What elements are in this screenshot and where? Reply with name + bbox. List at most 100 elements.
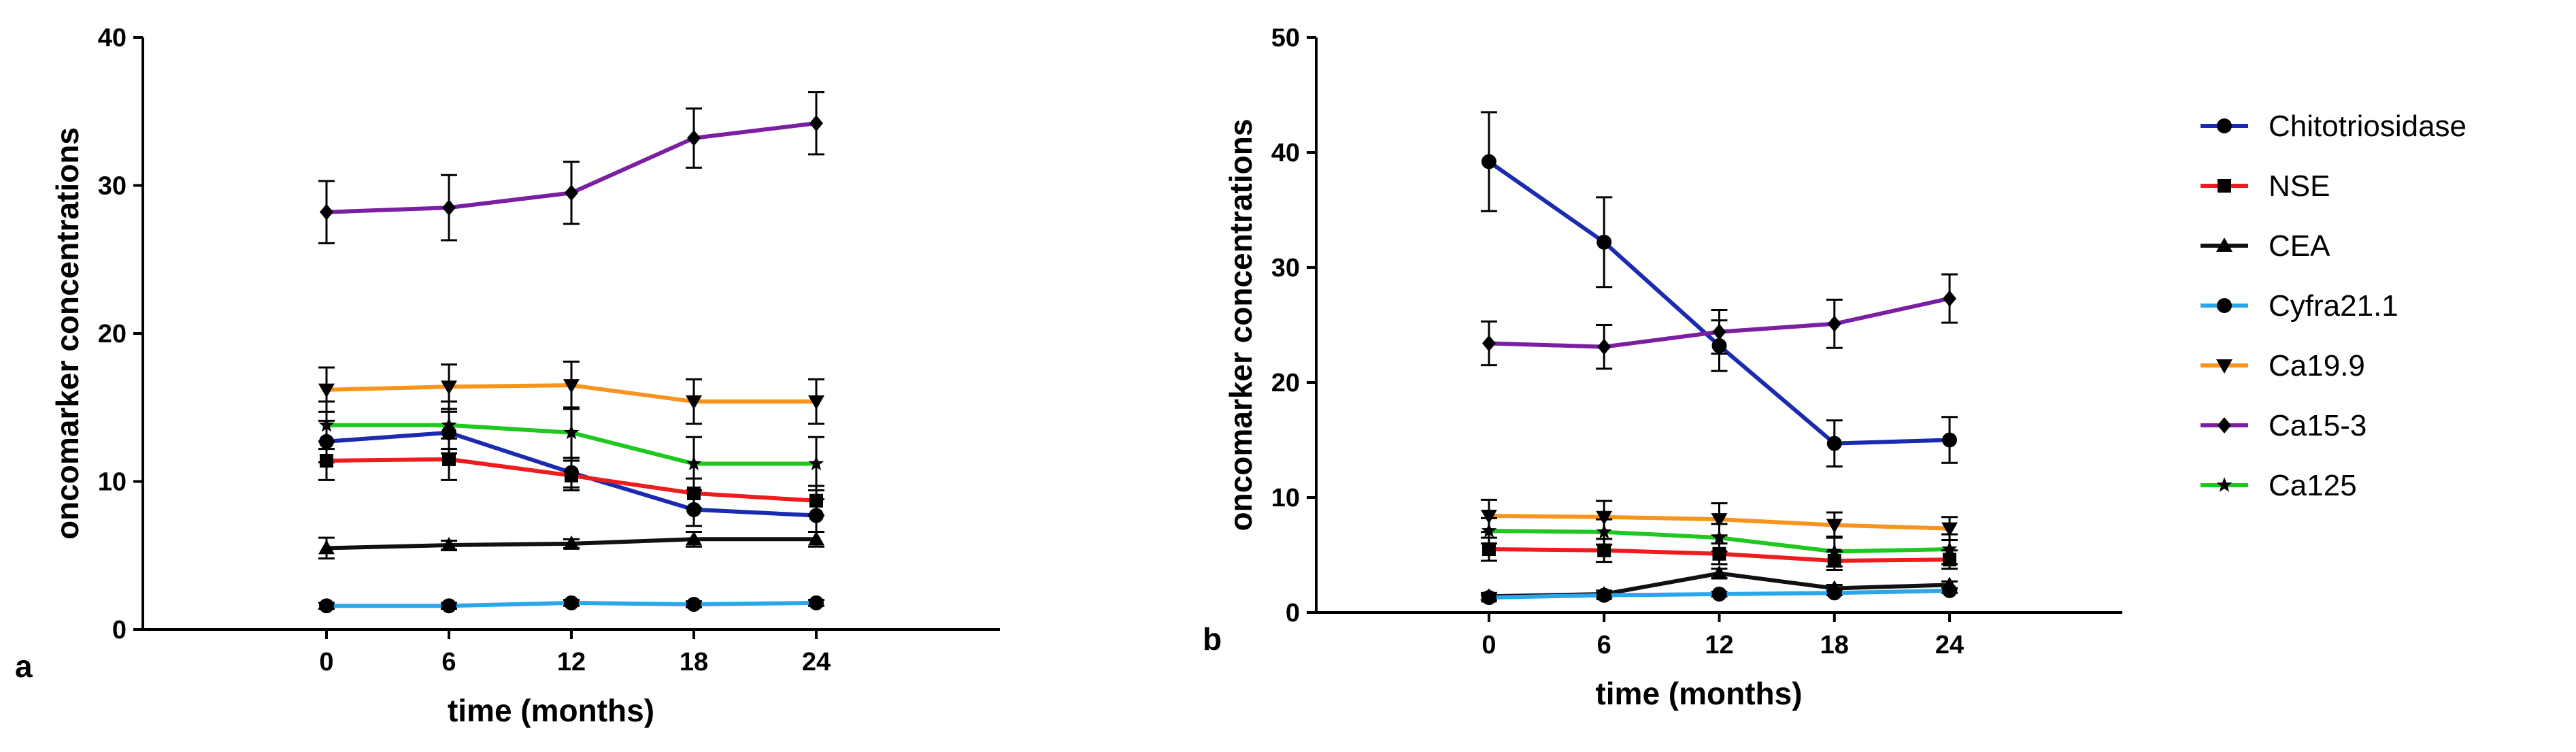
- data-point-chitotriosidase: [1481, 154, 1496, 169]
- legend-marker: [2217, 298, 2232, 313]
- panel-a-y-tick-label: 10: [98, 468, 127, 497]
- data-point-ca125: [1481, 523, 1497, 538]
- panel-a-series-cea: [318, 530, 824, 560]
- panel-a-y-tick-label: 20: [98, 320, 127, 348]
- legend-item-cyfra21-1: Cyfra21.1: [2201, 289, 2398, 323]
- legend-label: NSE: [2269, 169, 2330, 203]
- panel-a-x-tick-label: 18: [680, 648, 708, 676]
- panel-b-y-tick-label: 20: [1271, 369, 1300, 397]
- panel-label-b: b: [1203, 621, 1222, 657]
- data-point-cea: [318, 540, 335, 555]
- data-point-nse: [320, 454, 333, 468]
- panel-b-series-chitotriosidase: [1480, 111, 1958, 468]
- panel-a-x-tick-label: 0: [319, 648, 333, 676]
- data-point-ca15-3: [1827, 315, 1841, 332]
- legend-marker: [2216, 477, 2232, 492]
- data-point-chitotriosidase: [441, 425, 456, 440]
- data-point-nse: [809, 493, 823, 508]
- panel-b-y-tick-label: 30: [1271, 254, 1300, 282]
- data-point-nse: [687, 486, 701, 500]
- panel-a-y-axis-title: oncomarker concentrations: [50, 127, 85, 540]
- panel-b-y-tick-label: 10: [1271, 484, 1300, 512]
- data-point-ca15-3: [1712, 323, 1726, 340]
- panel-a-y-tick-label: 40: [98, 24, 127, 52]
- data-point-nse: [442, 452, 456, 466]
- data-point-chitotriosidase: [686, 502, 701, 517]
- data-point-cea: [808, 531, 824, 546]
- panel-a-x-tick-label: 24: [802, 648, 831, 676]
- data-point-cyfra21-1: [1711, 586, 1727, 602]
- panel-b-y-tick-label: 0: [1286, 599, 1300, 627]
- data-point-cyfra21-1: [1596, 587, 1612, 603]
- panel-b-y-axis-title: oncomarker concentrations: [1223, 119, 1258, 532]
- data-point-ca19-9: [1596, 510, 1613, 525]
- data-point-chitotriosidase: [1596, 234, 1612, 250]
- data-point-cyfra21-1: [441, 598, 456, 614]
- legend-item-cea: CEA: [2201, 229, 2330, 263]
- panel-b-x-axis-title: time (months): [1595, 676, 1802, 711]
- data-point-nse: [1482, 542, 1496, 557]
- data-point-ca125: [1941, 541, 1958, 556]
- legend-marker: [2216, 359, 2232, 374]
- legend-item-ca15-3: Ca15-3: [2201, 409, 2366, 442]
- data-point-ca125: [1711, 529, 1727, 544]
- panel-a-y-tick-label: 30: [98, 172, 127, 201]
- panel-a-series-nse: [318, 437, 824, 517]
- data-point-cea: [686, 531, 702, 546]
- legend-label: Ca19.9: [2269, 349, 2365, 382]
- data-point-ca125: [686, 455, 702, 471]
- data-point-nse: [1597, 543, 1611, 557]
- data-point-cea: [1711, 565, 1728, 580]
- data-point-ca15-3: [1943, 290, 1957, 307]
- data-point-cyfra21-1: [1481, 590, 1496, 606]
- data-point-ca15-3: [687, 129, 701, 146]
- data-point-ca19-9: [563, 379, 580, 394]
- panel-b-series-cyfra21-1: [1480, 583, 1958, 606]
- data-point-nse: [1943, 553, 1957, 567]
- data-point-cyfra21-1: [564, 595, 579, 610]
- panel-b-x-tick-label: 18: [1820, 631, 1849, 659]
- data-point-ca19-9: [1941, 522, 1958, 537]
- data-point-ca19-9: [808, 395, 824, 410]
- data-point-cea: [563, 535, 580, 550]
- data-point-ca19-9: [1826, 519, 1843, 534]
- panel-b-series-nse: [1480, 536, 1958, 571]
- data-point-ca125: [563, 424, 580, 440]
- panel-a-x-tick-label: 6: [441, 648, 456, 676]
- legend-item-nse: NSE: [2201, 169, 2330, 203]
- data-point-ca15-3: [320, 203, 333, 220]
- data-point-nse: [1827, 553, 1841, 568]
- legend-marker: [2218, 417, 2231, 434]
- data-point-ca15-3: [1597, 338, 1611, 355]
- panel-b-x-tick-label: 12: [1705, 631, 1733, 659]
- panel-b-series-ca15-3: [1480, 273, 1958, 370]
- data-point-chitotriosidase: [1826, 436, 1842, 451]
- data-point-cea: [441, 537, 457, 552]
- panel-b-y-tick-label: 50: [1271, 24, 1300, 52]
- legend-marker: [2218, 179, 2231, 193]
- chart-panel-b: 0 10 20 30 40 50 0 6 12 18 24 time (months) oncomark…: [1223, 24, 2122, 711]
- legend-label: Ca125: [2269, 469, 2357, 502]
- data-point-nse: [565, 468, 578, 483]
- legend-label: Cyfra21.1: [2269, 289, 2398, 323]
- data-point-ca125: [1596, 523, 1612, 539]
- data-point-cyfra21-1: [1826, 585, 1842, 601]
- panel-a-x-axis-title: time (months): [448, 693, 654, 728]
- data-point-ca15-3: [1482, 335, 1496, 352]
- data-point-ca19-9: [1711, 513, 1728, 528]
- data-point-ca19-9: [318, 383, 335, 398]
- data-point-cyfra21-1: [1942, 583, 1958, 598]
- legend-marker: [2217, 118, 2232, 133]
- legend-label: Ca15-3: [2269, 409, 2366, 442]
- data-point-nse: [1712, 546, 1726, 561]
- legend: Chitotriosidase NSE CEA Cyfra21.1 Ca19.9 Ca15…: [2201, 110, 2466, 502]
- data-point-ca15-3: [565, 184, 578, 201]
- panel-a-series-cyfra21-1: [318, 595, 824, 614]
- series-line-chitotriosidase: [1488, 160, 1950, 446]
- panel-label-a: a: [15, 649, 33, 684]
- data-point-cyfra21-1: [809, 595, 824, 610]
- data-point-ca19-9: [1480, 510, 1497, 525]
- legend-item-ca125: Ca125: [2201, 469, 2357, 502]
- legend-label: Chitotriosidase: [2269, 110, 2466, 143]
